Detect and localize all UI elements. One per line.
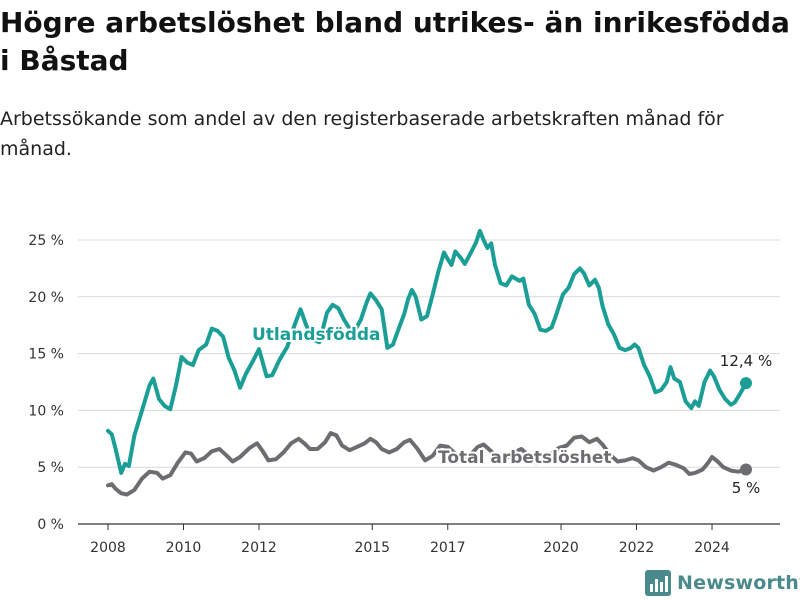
end-label-total: 5 %	[732, 479, 761, 497]
gridlines	[78, 239, 780, 525]
y-tick-label: 10 %	[28, 403, 64, 419]
x-tick-label: 2024	[694, 540, 730, 556]
series-labels: Utlandsfödda Total arbetslöshet 12,4 % 5 %	[250, 323, 774, 499]
chart-subtitle: Arbetssökande som andel av den registerb…	[0, 108, 724, 160]
y-tick-label: 0 %	[37, 517, 64, 533]
y-tick-label: 5 %	[37, 460, 64, 476]
x-tick-label: 2015	[354, 540, 390, 556]
series-line-total	[106, 431, 748, 497]
x-tick-label: 2010	[166, 540, 202, 556]
end-label-utlandsfodda: 12,4 %	[720, 352, 772, 370]
y-tick-label: 15 %	[28, 347, 64, 363]
newsworthy-brand: Newsworthy	[645, 569, 800, 597]
y-axis-ticks: 0 % 5 % 10 % 15 % 20 % 25 %	[28, 233, 64, 533]
y-tick-label: 20 %	[28, 290, 64, 306]
x-tick-label: 2020	[543, 540, 579, 556]
x-tick-label: 2017	[430, 540, 466, 556]
series-lines	[106, 228, 752, 497]
x-tick-label: 2012	[241, 540, 277, 556]
x-tick-label: 2008	[90, 540, 126, 556]
brand-name: Newsworthy	[677, 572, 800, 594]
page-title: Högre arbetslöshet bland utrikes- än inr…	[0, 6, 790, 77]
x-axis-ticks: 2008 2010 2012 2015 2017 2020 2022 2024	[90, 524, 730, 556]
series-label-utlandsfodda: Utlandsfödda	[252, 325, 381, 345]
series-endpoint-utlandsfodda	[740, 377, 752, 390]
x-tick-label: 2022	[619, 540, 655, 556]
series-line-utlandsfodda	[106, 228, 748, 475]
y-tick-label: 25 %	[28, 233, 64, 249]
series-label-total: Total arbetslöshet	[438, 448, 612, 468]
newsworthy-logo-icon	[645, 570, 671, 596]
series-endpoint-total	[740, 463, 752, 476]
